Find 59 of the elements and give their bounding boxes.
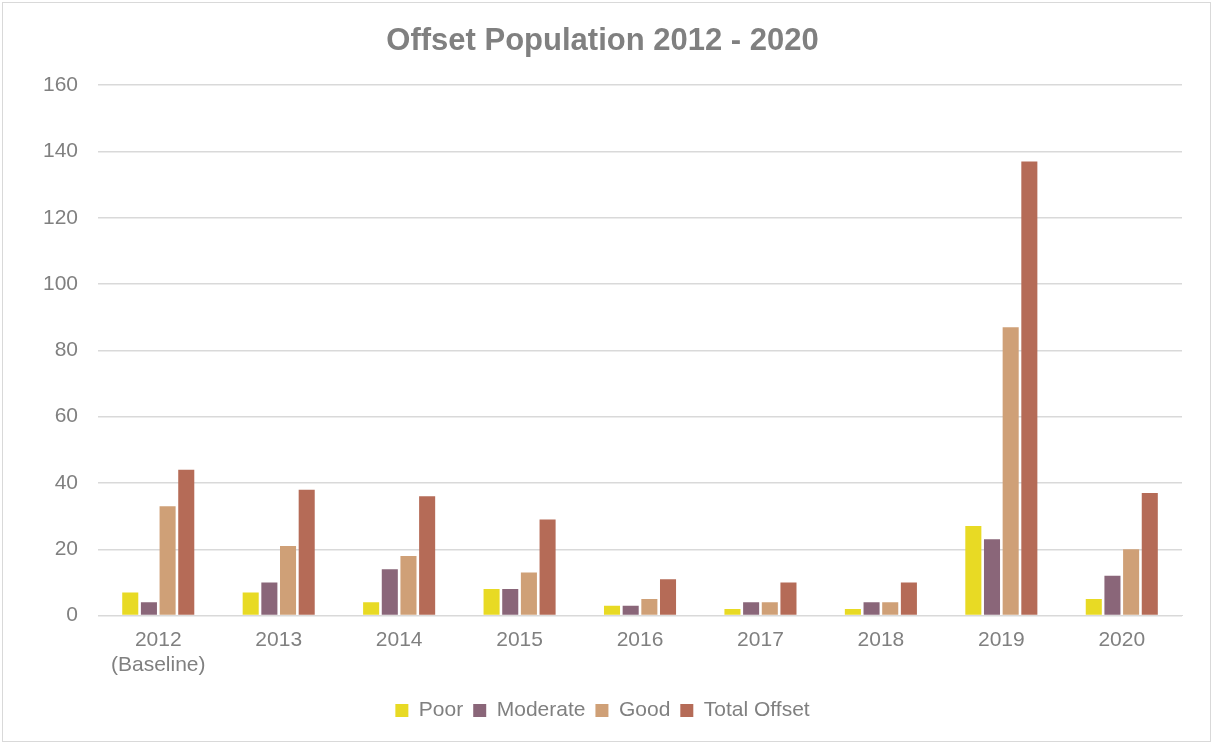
bar <box>483 589 500 615</box>
bar <box>280 545 297 615</box>
x-tick-label: 2020 <box>1098 627 1146 650</box>
y-tick-label: 60 <box>54 403 79 427</box>
bar <box>965 526 982 615</box>
y-tick-label: 160 <box>42 72 79 95</box>
bar <box>140 602 157 615</box>
bar <box>724 608 741 615</box>
y-tick-label: 140 <box>42 138 79 162</box>
bar <box>298 489 315 615</box>
bar <box>381 569 398 615</box>
bar <box>242 592 259 615</box>
bar <box>900 582 917 615</box>
y-tick-label: 100 <box>42 270 79 294</box>
legend-label: Good <box>618 697 671 721</box>
bar <box>882 602 899 615</box>
x-tick-label: 2019 <box>977 627 1025 650</box>
bar <box>1021 161 1038 615</box>
x-tick-label: 2013 <box>255 627 303 650</box>
bar <box>159 506 176 615</box>
bar <box>1104 575 1121 615</box>
bar <box>863 602 880 615</box>
legend-label: Moderate <box>496 697 586 721</box>
bar <box>743 602 760 615</box>
legend-label: Poor <box>418 697 464 721</box>
bar <box>659 579 677 615</box>
bar <box>539 519 556 615</box>
bar <box>122 592 139 615</box>
bar <box>641 599 658 615</box>
bar <box>520 572 537 615</box>
bar <box>844 608 861 615</box>
y-tick-label: 120 <box>42 204 79 228</box>
y-tick-label: 80 <box>54 337 79 361</box>
bar <box>1002 327 1019 615</box>
bar <box>983 539 1001 615</box>
bar <box>761 602 778 615</box>
x-tick-label: 2018 <box>857 627 905 650</box>
y-tick-label: 20 <box>54 536 79 560</box>
bar <box>780 582 797 615</box>
y-tick-label: 0 <box>66 602 79 626</box>
bar <box>603 605 621 615</box>
bar <box>622 605 639 615</box>
bar <box>400 555 417 615</box>
bar <box>1085 599 1102 615</box>
x-tick-label: 2015 <box>496 627 543 650</box>
bar <box>261 582 278 615</box>
bar <box>363 602 380 615</box>
y-tick-label: 40 <box>54 469 79 493</box>
x-tick-label: 2017 <box>737 627 784 650</box>
bar <box>1123 549 1140 615</box>
bar <box>1141 492 1158 615</box>
bar <box>502 589 519 615</box>
x-tick-label: 2012 (Baseline) <box>110 627 206 676</box>
chart-title: Offset Population 2012 - 2020 <box>386 22 819 58</box>
bar <box>419 496 436 615</box>
legend-label: Total Offset <box>703 697 810 721</box>
x-tick-label: 2016 <box>616 627 664 650</box>
bar <box>178 469 195 615</box>
x-tick-label: 2014 <box>375 627 423 650</box>
